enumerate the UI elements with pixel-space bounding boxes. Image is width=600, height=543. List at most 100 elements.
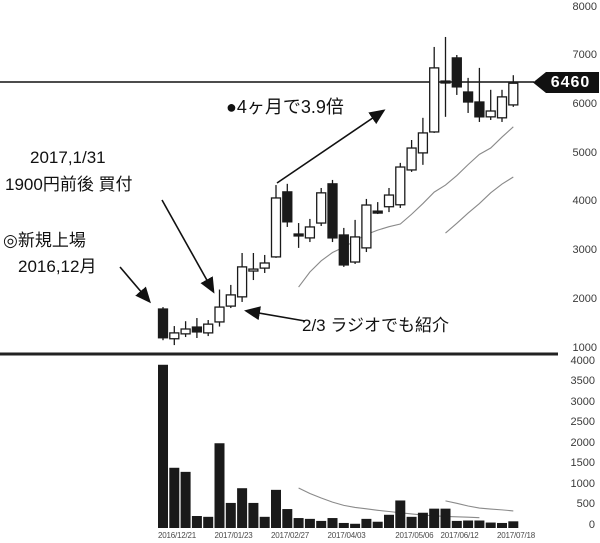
volume-axis-tick: 4000 xyxy=(570,355,595,367)
volume-bar xyxy=(406,516,417,528)
candle-body xyxy=(417,132,429,154)
volume-bar xyxy=(282,509,293,528)
volume-bar xyxy=(451,520,462,528)
candle-body xyxy=(225,294,236,307)
price-axis-tick: 8000 xyxy=(572,0,597,13)
price-axis-tick: 7000 xyxy=(572,49,597,62)
price-ma-line-b xyxy=(445,176,514,234)
candle-body xyxy=(395,166,406,206)
volume-axis-tick: 1500 xyxy=(570,457,595,470)
candle-body xyxy=(259,262,270,269)
volume-axis-tick: 0 xyxy=(588,518,595,531)
volume-bar xyxy=(293,518,304,528)
radio-annotation: 2/3 ラジオでも紹介 xyxy=(302,316,450,335)
volume-bar xyxy=(417,512,428,528)
price-axis-tick: 3000 xyxy=(572,244,597,257)
buy-arrow xyxy=(161,199,215,294)
gain-arrow xyxy=(276,109,386,184)
candle-body xyxy=(474,101,485,118)
candle-body xyxy=(429,67,440,133)
volume-bar xyxy=(225,502,236,528)
date-axis-tick: 2017/05/06 xyxy=(395,531,434,540)
volume-bar xyxy=(361,518,372,528)
price-axis-tick: 6000 xyxy=(572,97,597,110)
price-tag: 6460 xyxy=(533,72,599,93)
candle-body xyxy=(485,110,496,118)
volume-bar xyxy=(350,523,361,528)
volume-bar xyxy=(372,521,383,528)
radio-arrow xyxy=(244,306,306,322)
date-axis-tick: 2017/01/23 xyxy=(214,531,253,540)
price-axis-tick: 4000 xyxy=(572,195,597,208)
gain-annotation: ●4ヶ月で3.9倍 xyxy=(226,97,344,117)
candle-body xyxy=(372,210,383,214)
volume-bar xyxy=(316,520,327,528)
volume-bar xyxy=(429,508,440,528)
volume-axis-tick: 2000 xyxy=(570,436,595,449)
candle-body xyxy=(270,197,282,258)
volume-bar xyxy=(259,516,270,528)
buy-annotation-line1: 2017,1/31 xyxy=(30,148,106,167)
date-axis-tick: 2017/02/27 xyxy=(271,531,310,540)
candle-body xyxy=(180,328,191,335)
volume-bar xyxy=(463,520,474,528)
volume-bar xyxy=(203,516,214,528)
volume-bar xyxy=(214,443,225,528)
volume-bar xyxy=(237,488,248,528)
volume-bar xyxy=(271,489,281,528)
volume-bar xyxy=(485,522,496,528)
volume-axis-tick: 500 xyxy=(576,498,595,511)
candle-body xyxy=(496,96,508,119)
candle-body xyxy=(157,308,169,339)
price-ma-line-a xyxy=(298,126,514,288)
candle-body xyxy=(293,233,304,237)
volume-axis-tick: 1000 xyxy=(570,477,595,490)
candle-body xyxy=(304,226,316,239)
price-axis-tick: 1000 xyxy=(572,341,597,354)
ipo-annotation-line1: ◎新規上場 xyxy=(3,231,86,250)
candle-body xyxy=(214,306,225,323)
volume-bar xyxy=(395,500,406,528)
volume-bar xyxy=(248,502,259,528)
candle-body xyxy=(451,57,462,88)
date-axis-tick: 2017/04/03 xyxy=(327,531,366,540)
candle-body xyxy=(349,236,361,263)
volume-bar xyxy=(338,522,349,528)
candle-body xyxy=(316,192,327,224)
candle-body xyxy=(236,266,248,298)
volume-axis-tick: 3000 xyxy=(570,395,595,408)
volume-bar xyxy=(158,364,168,528)
candle-body xyxy=(338,234,349,266)
candle-body xyxy=(191,326,203,333)
volume-bar xyxy=(384,514,394,528)
date-axis-tick: 2017/06/12 xyxy=(440,531,479,540)
price-axis-tick: 2000 xyxy=(572,292,597,305)
candle-body xyxy=(282,191,293,223)
candle-body xyxy=(169,332,180,340)
volume-bar xyxy=(508,521,519,528)
volume-bar xyxy=(497,522,507,528)
candle-body xyxy=(462,91,474,103)
candle-body xyxy=(361,204,372,249)
candle-body xyxy=(508,82,519,106)
volume-bar xyxy=(304,518,315,528)
candle-body xyxy=(327,183,338,239)
volume-bar xyxy=(169,467,180,528)
volume-axis-tick: 2500 xyxy=(570,416,595,429)
candle-body xyxy=(383,194,395,208)
ipo-annotation-line2: 2016,12月 xyxy=(18,257,97,276)
volume-bar xyxy=(327,518,338,528)
ipo-arrow xyxy=(119,266,151,304)
candle-body xyxy=(248,268,259,272)
price-axis-tick: 5000 xyxy=(572,146,597,159)
candle-body xyxy=(406,147,417,171)
volume-bar xyxy=(440,508,451,528)
volume-bar xyxy=(191,516,202,528)
volume-bar xyxy=(180,471,191,528)
buy-annotation-line2: 1900円前後 買付 xyxy=(5,175,133,194)
volume-bar xyxy=(474,520,485,528)
date-axis-tick: 2016/12/21 xyxy=(158,531,197,540)
volume-axis-tick: 3500 xyxy=(570,375,595,388)
